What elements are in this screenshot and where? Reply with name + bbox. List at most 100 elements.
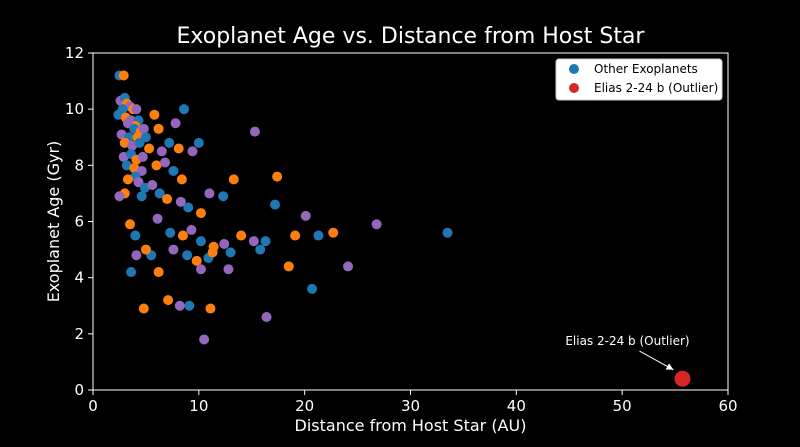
data-point <box>255 244 266 255</box>
data-point <box>164 137 175 148</box>
data-point <box>328 227 339 238</box>
data-point <box>207 247 218 258</box>
data-point <box>138 303 149 314</box>
x-tick-label: 40 <box>507 397 526 415</box>
data-point <box>156 146 167 157</box>
y-tick-label: 6 <box>74 213 84 231</box>
legend: Other Exoplanets Elias 2-24 b (Outlier) <box>555 58 723 101</box>
data-point <box>130 230 141 241</box>
data-point <box>147 179 158 190</box>
data-point <box>131 104 142 115</box>
data-point <box>131 250 142 261</box>
data-point <box>136 191 147 202</box>
data-point <box>223 264 234 275</box>
data-point <box>219 238 230 249</box>
data-point <box>154 188 165 199</box>
data-point <box>174 300 185 311</box>
data-point <box>137 151 148 162</box>
data-point <box>272 171 283 182</box>
outlier-point <box>674 370 691 387</box>
data-point <box>183 202 194 213</box>
data-point <box>270 199 281 210</box>
y-tick-label: 12 <box>65 44 84 62</box>
y-tick-label: 0 <box>74 381 84 399</box>
data-point <box>290 230 301 241</box>
data-point <box>225 247 236 258</box>
data-point <box>149 109 160 120</box>
data-point <box>186 224 197 235</box>
data-point <box>162 194 173 205</box>
data-point <box>122 174 133 185</box>
legend-marker-outlier <box>569 83 579 93</box>
data-point <box>118 70 129 81</box>
data-point <box>176 174 187 185</box>
data-point <box>125 219 136 230</box>
legend-marker-other-exoplanets <box>569 64 579 74</box>
y-tick-label: 8 <box>74 156 84 174</box>
data-point <box>236 230 247 241</box>
data-point <box>153 267 164 278</box>
data-point <box>371 219 382 230</box>
plot-area <box>113 70 691 387</box>
data-point <box>307 283 318 294</box>
data-point <box>177 230 188 241</box>
data-point <box>153 123 164 134</box>
x-tick-label: 60 <box>718 397 737 415</box>
axes: 0 10 20 30 40 50 60 0 2 4 6 8 10 12 <box>65 44 738 415</box>
data-point <box>182 250 193 261</box>
y-tick-label: 10 <box>65 100 84 118</box>
data-point <box>170 118 181 129</box>
data-point <box>126 267 137 278</box>
data-point <box>173 143 184 154</box>
data-point <box>343 261 354 272</box>
y-tick-label: 2 <box>74 325 84 343</box>
data-point <box>248 236 259 247</box>
data-point <box>204 188 215 199</box>
data-point <box>114 191 125 202</box>
data-point <box>199 334 210 345</box>
data-point <box>195 208 206 219</box>
x-tick-label: 30 <box>401 397 420 415</box>
data-point <box>184 300 195 311</box>
data-point <box>261 311 272 322</box>
legend-label-other-exoplanets: Other Exoplanets <box>594 62 698 76</box>
data-point <box>205 303 216 314</box>
annotation-label: Elias 2-24 b (Outlier) <box>565 334 689 348</box>
data-point <box>300 210 311 221</box>
chart-title: Exoplanet Age vs. Distance from Host Sta… <box>177 24 646 49</box>
data-point <box>134 137 145 148</box>
data-point <box>168 244 179 255</box>
annotation-arrowhead <box>665 363 674 370</box>
x-axis-title: Distance from Host Star (AU) <box>295 416 527 435</box>
data-point <box>442 227 453 238</box>
data-point <box>228 174 239 185</box>
data-point <box>179 104 190 115</box>
data-point <box>168 165 179 176</box>
y-tick-label: 4 <box>74 269 84 287</box>
legend-box <box>555 58 723 101</box>
data-point <box>138 123 149 134</box>
data-point <box>313 230 324 241</box>
data-point <box>159 157 170 168</box>
data-point <box>193 137 204 148</box>
legend-label-outlier: Elias 2-24 b (Outlier) <box>594 81 718 95</box>
data-point <box>151 160 162 171</box>
y-axis-title: Exoplanet Age (Gyr) <box>44 141 63 303</box>
data-point <box>195 264 206 275</box>
data-point <box>140 244 151 255</box>
data-point <box>218 191 229 202</box>
data-point <box>144 143 155 154</box>
data-point <box>260 236 271 247</box>
data-point <box>163 295 174 306</box>
data-point <box>175 196 186 207</box>
x-tick-label: 20 <box>295 397 314 415</box>
data-point <box>152 213 163 224</box>
data-point <box>165 227 176 238</box>
data-point <box>283 261 294 272</box>
x-tick-label: 10 <box>189 397 208 415</box>
x-tick-label: 50 <box>613 397 632 415</box>
data-point <box>195 236 206 247</box>
x-tick-label: 0 <box>88 397 98 415</box>
data-point <box>249 126 260 137</box>
